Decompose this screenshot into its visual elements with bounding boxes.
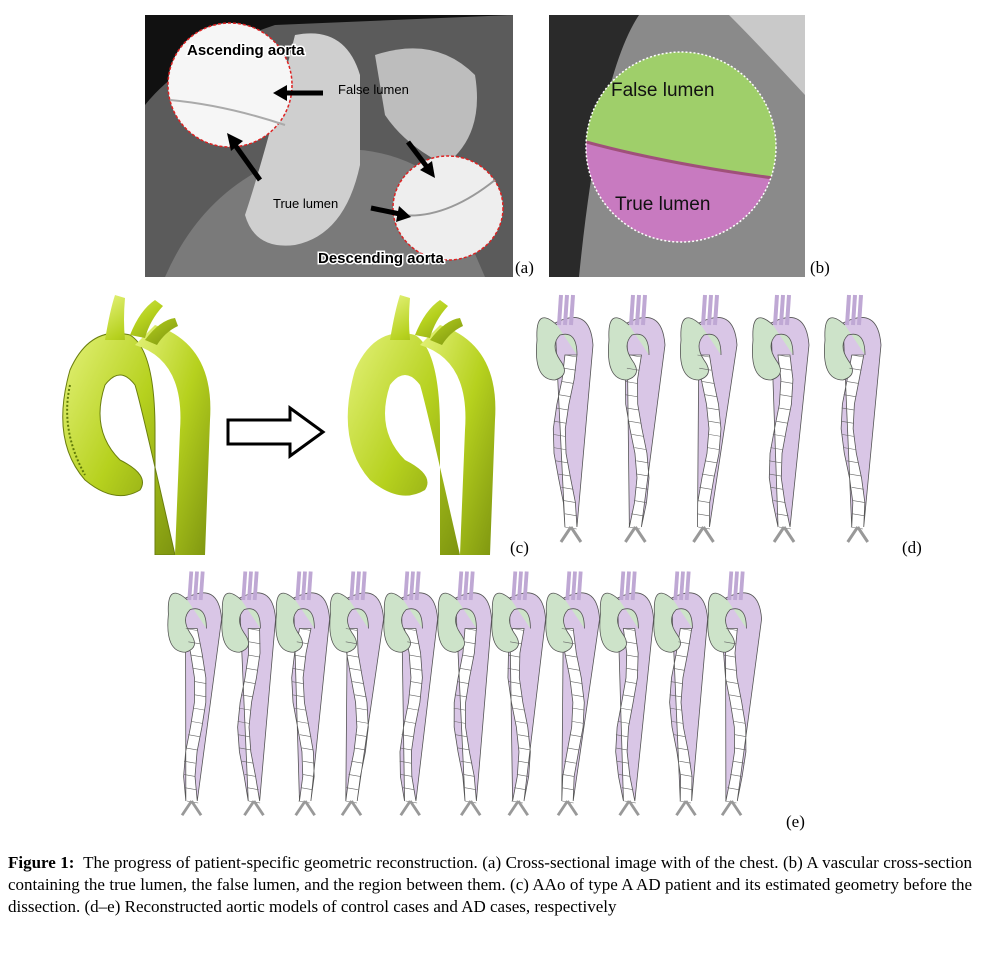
aorta-model-rough (62, 295, 211, 555)
aorta-smoothing-figure (62, 295, 496, 555)
panel-c-reconstruction: (c) (45, 290, 529, 557)
ad-model (383, 571, 439, 817)
figure-caption: Figure 1: The progress of patient-specif… (8, 852, 972, 918)
control-model (536, 294, 594, 543)
control-model (680, 294, 738, 543)
control-model (824, 294, 882, 543)
ad-model (653, 571, 709, 817)
label-descending-aorta: Descending aorta (318, 250, 445, 267)
ad-model (491, 571, 547, 817)
ad-model (221, 571, 277, 817)
ad-model (167, 571, 223, 817)
label-ascending-aorta: Ascending aorta (187, 42, 305, 59)
ad-model (329, 571, 385, 817)
seg-label-true-lumen: True lumen (615, 194, 710, 215)
seg-label-false-lumen: False lumen (611, 80, 715, 101)
label-true-lumen: True lumen (273, 196, 338, 211)
panel-c-letter: (c) (510, 538, 529, 557)
control-model (752, 294, 810, 543)
panel-d-letter: (d) (902, 538, 922, 557)
panel-d-control-models: (d) (530, 285, 922, 557)
ad-model (599, 571, 655, 817)
ad-model (707, 571, 763, 817)
arrow-false-lumen-desc (406, 140, 435, 178)
arrow-true-lumen-asc (227, 133, 263, 182)
transform-arrow (226, 405, 326, 459)
ct-slice: Ascending aorta False lumen True lumen D… (145, 15, 513, 277)
ad-model (545, 571, 601, 817)
caption-text: The progress of patient-specific geometr… (8, 853, 972, 916)
panel-b-segmentation: False lumen True lumen (b) (549, 15, 830, 277)
panel-a-letter: (a) (515, 258, 534, 277)
caption-label: Figure 1: (8, 853, 75, 872)
control-models-svg (536, 294, 882, 543)
panel-a-ct-image: Ascending aorta False lumen True lumen D… (145, 15, 534, 277)
ad-model (437, 571, 493, 817)
ascending-aorta-circle (167, 22, 293, 148)
label-false-lumen: False lumen (338, 82, 409, 97)
panel-e-letter: (e) (786, 812, 805, 831)
segmentation-image: False lumen True lumen (549, 15, 805, 277)
ad-model (275, 571, 331, 817)
panel-e-ad-models: (e) (165, 562, 805, 831)
panel-b-letter: (b) (810, 258, 830, 277)
ad-models-svg (167, 571, 763, 817)
aorta-model-smooth (347, 295, 496, 555)
control-model (608, 294, 666, 543)
arrow-false-lumen (273, 85, 323, 101)
arrow-true-lumen-desc (370, 205, 411, 222)
